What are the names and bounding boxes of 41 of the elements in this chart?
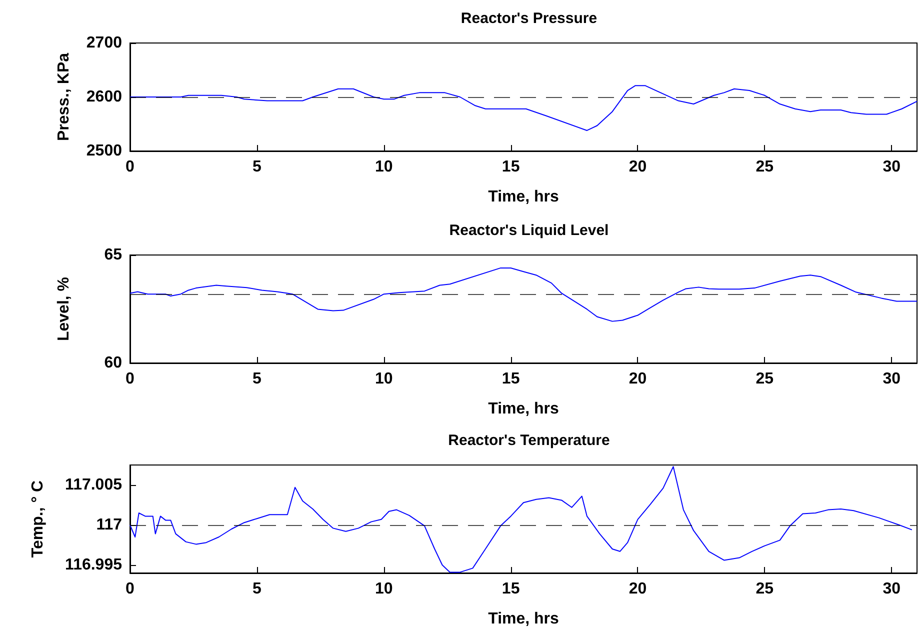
y-tick-label: 117.005 [65, 476, 122, 494]
y-axis-title: Temp., ° C [30, 480, 46, 558]
y-tick-label: 65 [104, 246, 122, 264]
x-tick-label: 0 [126, 158, 135, 176]
y-axis-title: Level, % [56, 276, 72, 342]
x-tick-label: 20 [628, 158, 647, 176]
x-tick-label: 15 [502, 580, 520, 598]
x-tick-label: 25 [756, 158, 774, 176]
chart-title: Reactor's Temperature [448, 432, 610, 449]
y-tick-label: 2500 [86, 142, 122, 160]
x-tick-label: 20 [628, 370, 647, 388]
x-tick-label: 5 [252, 580, 262, 598]
chart-title: Reactor's Pressure [460, 10, 598, 27]
x-tick-label: 25 [756, 580, 774, 598]
x-axis-title: Time, hrs [488, 188, 560, 206]
x-tick-label: 30 [882, 158, 901, 176]
x-tick-label: 15 [502, 370, 520, 388]
line-series [130, 466, 912, 573]
x-tick-label: 15 [502, 158, 520, 176]
x-tick-label: 20 [628, 580, 647, 598]
x-tick-label: 30 [882, 370, 901, 388]
x-tick-label: 30 [882, 580, 901, 598]
y-tick-label: 2600 [86, 88, 122, 106]
line-series [130, 85, 918, 131]
chart-title: Reactor's Liquid Level [449, 222, 609, 239]
x-tick-label: 10 [374, 370, 393, 388]
y-tick-label: 116.995 [65, 556, 122, 574]
x-axis-title: Time, hrs [488, 400, 560, 418]
x-tick-label: 10 [374, 158, 393, 176]
y-axis-title: Press., KPa [56, 52, 72, 142]
x-tick-label: 5 [252, 158, 262, 176]
y-tick-label: 60 [104, 354, 122, 372]
line-series [130, 267, 918, 322]
x-tick-label: 5 [252, 370, 262, 388]
x-tick-label: 10 [374, 580, 393, 598]
x-tick-label: 0 [126, 370, 135, 388]
x-axis-title: Time, hrs [488, 610, 560, 628]
x-tick-label: 0 [126, 580, 135, 598]
x-tick-label: 25 [756, 370, 774, 388]
y-tick-label: 2700 [86, 34, 122, 52]
y-tick-label: 117 [96, 516, 122, 534]
